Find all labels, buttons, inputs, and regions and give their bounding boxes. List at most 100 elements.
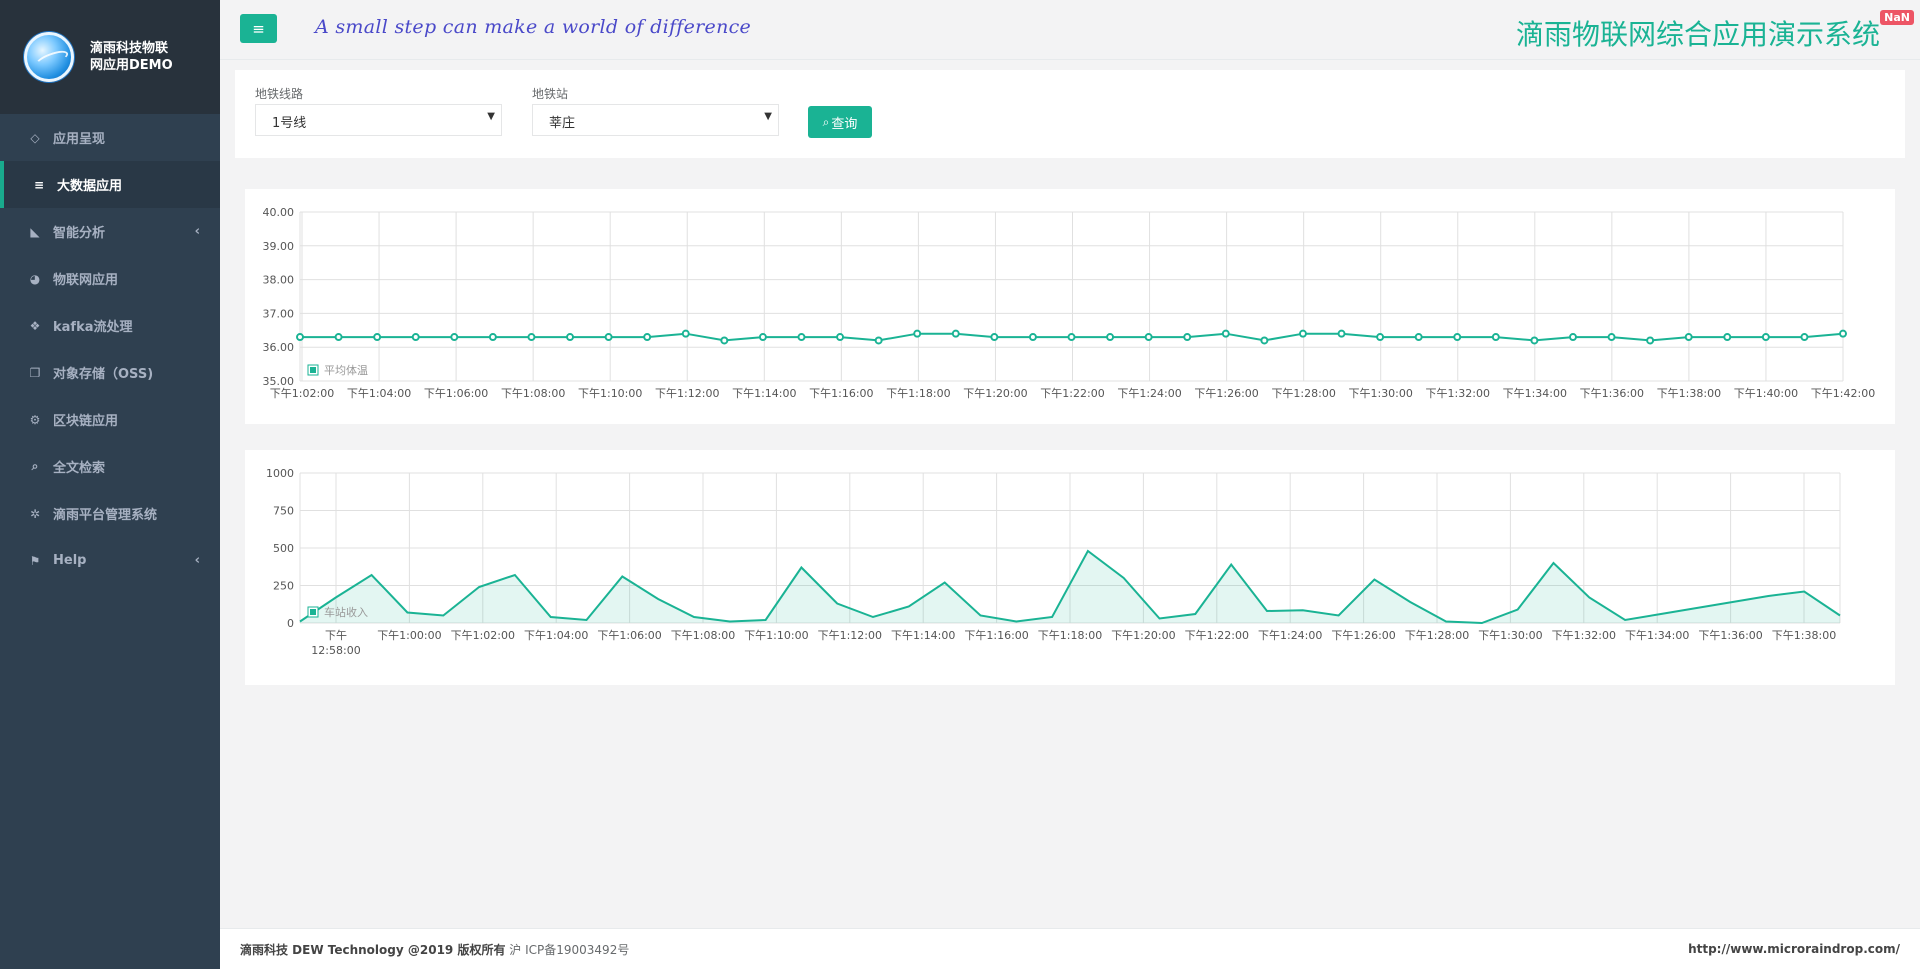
- data-point[interactable]: [1800, 333, 1809, 342]
- data-point[interactable]: [1491, 333, 1500, 342]
- database-icon: ≡: [33, 177, 45, 192]
- paw-icon: ❖: [29, 318, 41, 333]
- y-tick-label: 39.00: [263, 240, 295, 253]
- sidebar-item-0[interactable]: ◇ 应用呈现: [0, 114, 220, 161]
- x-tick-label: 下午1:00:00: [377, 629, 441, 642]
- x-tick-label-part: 下午: [325, 629, 347, 642]
- brand-line-1: 滴雨科技物联: [90, 41, 169, 56]
- data-point[interactable]: [720, 336, 729, 345]
- data-point[interactable]: [1453, 333, 1462, 342]
- x-tick-label: 下午1:02:00: [451, 629, 515, 642]
- line-label: 地铁线路: [255, 87, 304, 101]
- x-tick-label: 下午1:20:00: [963, 387, 1027, 400]
- x-tick-label: 下午 12:58:00: [311, 629, 360, 657]
- data-point[interactable]: [1106, 333, 1115, 342]
- data-point[interactable]: [643, 333, 652, 342]
- data-point[interactable]: [411, 333, 420, 342]
- y-tick-label: 36.00: [263, 341, 295, 354]
- data-point[interactable]: [1260, 336, 1269, 345]
- x-tick-label: 下午1:04:00: [524, 629, 588, 642]
- data-point[interactable]: [1144, 333, 1153, 342]
- sidebar-item-label: 物联网应用: [53, 273, 119, 288]
- line-select[interactable]: 1号线 ▼: [255, 104, 502, 136]
- sidebar-item-2[interactable]: ◣ 智能分析 ‹: [0, 208, 220, 255]
- x-tick-label: 下午1:32:00: [1426, 387, 1490, 400]
- data-point[interactable]: [913, 329, 922, 338]
- data-point[interactable]: [1414, 333, 1423, 342]
- sidebar-item-7[interactable]: ⌕ 全文检索: [0, 443, 220, 490]
- sidebar-item-9[interactable]: ⚑ Help ‹: [0, 537, 220, 584]
- data-point[interactable]: [1183, 333, 1192, 342]
- data-point[interactable]: [450, 333, 459, 342]
- y-tick-label: 37.00: [263, 307, 295, 320]
- sidebar-item-8[interactable]: ✲ 滴雨平台管理系统: [0, 490, 220, 537]
- revenue-chart-panel: 1000 750 500 250 0 下午 12:58:00 下午1:00:00 下午1:02:…: [245, 450, 1895, 685]
- x-tick-label: 下午1:42:00: [1811, 387, 1875, 400]
- data-point[interactable]: [836, 333, 845, 342]
- legend[interactable]: 平均体温: [307, 363, 368, 377]
- sidebar: 滴雨科技物联 网应用DEMO ◇ 应用呈现 ≡ 大数据应用 ◣ 智能分析 ‹ ◕ 物联网应用 ❖ k…: [0, 0, 220, 969]
- x-tick-label: 下午1:10:00: [578, 387, 642, 400]
- x-tick-label: 下午1:38:00: [1772, 629, 1836, 642]
- sidebar-item-1[interactable]: ≡ 大数据应用: [0, 161, 220, 208]
- data-point[interactable]: [566, 333, 575, 342]
- data-point[interactable]: [1221, 329, 1230, 338]
- x-tick-label: 下午1:28:00: [1405, 629, 1469, 642]
- footer-url-link[interactable]: http://www.microraindrop.com/: [1688, 942, 1900, 956]
- x-tick-label: 下午1:34:00: [1625, 629, 1689, 642]
- data-point[interactable]: [1067, 333, 1076, 342]
- y-tick-label: 750: [273, 505, 294, 518]
- sidebar-item-label: 区块链应用: [53, 414, 119, 429]
- revenue-area-chart[interactable]: 1000 750 500 250 0 下午 12:58:00 下午1:00:00 下午1:02:…: [245, 450, 1895, 685]
- x-tick-label: 下午1:36:00: [1580, 387, 1644, 400]
- sidebar-item-4[interactable]: ❖ kafka流处理: [0, 302, 220, 349]
- gears-icon: ⚙: [29, 412, 41, 427]
- data-point[interactable]: [874, 336, 883, 345]
- data-point[interactable]: [1337, 329, 1346, 338]
- series-area-fill: [300, 551, 1840, 623]
- x-tick-label: 下午1:12:00: [655, 387, 719, 400]
- data-point[interactable]: [1376, 333, 1385, 342]
- search-icon: ⌕: [822, 114, 830, 129]
- x-tick-label: 下午1:24:00: [1117, 387, 1181, 400]
- sidebar-item-5[interactable]: ❐ 对象存储（OSS): [0, 349, 220, 396]
- sidebar-item-3[interactable]: ◕ 物联网应用: [0, 255, 220, 302]
- chevron-left-icon: ‹: [194, 553, 200, 568]
- data-point[interactable]: [1568, 333, 1577, 342]
- query-button-label: 查询: [831, 116, 858, 132]
- query-button[interactable]: ⌕ 查询: [808, 106, 872, 138]
- data-point[interactable]: [604, 333, 613, 342]
- system-title: 滴雨物联网综合应用演示系统: [1515, 18, 1880, 51]
- footer-icp[interactable]: 沪 ICP备19003492号: [509, 942, 630, 957]
- data-point[interactable]: [1028, 333, 1037, 342]
- sidebar-item-6[interactable]: ⚙ 区块链应用: [0, 396, 220, 443]
- x-tick-label: 下午1:10:00: [744, 629, 808, 642]
- data-point[interactable]: [1646, 336, 1655, 345]
- data-point[interactable]: [951, 329, 960, 338]
- x-tick-label: 下午1:16:00: [964, 629, 1028, 642]
- nan-badge: NaN: [1880, 10, 1914, 25]
- data-point[interactable]: [1723, 333, 1732, 342]
- data-point[interactable]: [758, 333, 767, 342]
- data-point[interactable]: [797, 333, 806, 342]
- data-point[interactable]: [1298, 329, 1307, 338]
- legend-swatch-fill: [310, 367, 316, 373]
- data-point[interactable]: [1684, 333, 1693, 342]
- data-point[interactable]: [488, 333, 497, 342]
- data-point[interactable]: [1761, 333, 1770, 342]
- data-point[interactable]: [1530, 336, 1539, 345]
- data-point[interactable]: [1839, 329, 1847, 338]
- legend[interactable]: 车站收入: [307, 605, 368, 619]
- data-point[interactable]: [296, 333, 304, 342]
- station-select[interactable]: 莘庄 ▼: [532, 104, 779, 136]
- menu-toggle-button[interactable]: ≡: [240, 14, 277, 43]
- brand-header[interactable]: 滴雨科技物联 网应用DEMO: [0, 0, 220, 114]
- data-point[interactable]: [1607, 333, 1616, 342]
- data-point[interactable]: [373, 333, 382, 342]
- data-point[interactable]: [681, 329, 690, 338]
- x-tick-label: 下午1:34:00: [1503, 387, 1567, 400]
- data-point[interactable]: [334, 333, 343, 342]
- data-point[interactable]: [527, 333, 536, 342]
- data-point[interactable]: [990, 333, 999, 342]
